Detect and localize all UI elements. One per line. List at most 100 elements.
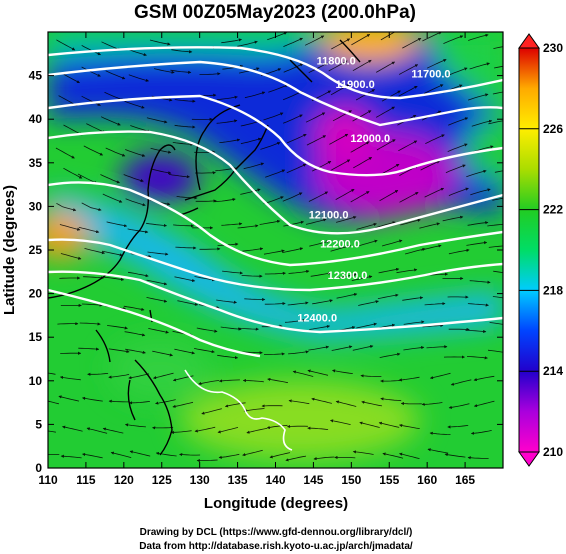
streamline [59, 375, 81, 381]
streamline [105, 70, 126, 80]
streamline [152, 426, 174, 430]
streamline [123, 174, 144, 182]
streamline [242, 247, 264, 252]
streamline [59, 224, 81, 231]
streamline [331, 159, 351, 171]
streamline [305, 112, 326, 123]
streamline [283, 220, 305, 227]
streamline [492, 91, 503, 95]
streamline [84, 248, 106, 255]
streamline [288, 269, 310, 274]
streamline [174, 276, 196, 283]
streamline [81, 396, 103, 402]
streamline [198, 380, 220, 386]
streamline [170, 430, 192, 434]
streamline [402, 296, 424, 301]
streamline [382, 452, 404, 459]
streamline [378, 267, 400, 274]
streamline [48, 372, 56, 375]
streamline [352, 450, 374, 455]
streamline [350, 141, 370, 153]
colorbar-bottom-arrow [518, 451, 540, 467]
y-tick-label: 0 [35, 461, 42, 475]
streamline [402, 37, 422, 49]
streamline [308, 345, 330, 351]
streamline [488, 245, 503, 248]
streamline [378, 421, 400, 428]
streamline [260, 142, 281, 150]
streamline [492, 296, 503, 299]
streamline [396, 268, 418, 274]
streamline [194, 276, 216, 282]
streamline [146, 297, 168, 303]
streamline [127, 271, 149, 278]
streamline [199, 72, 221, 76]
colorbar-top-arrow [518, 33, 540, 49]
contour-label: 11800.0 [317, 55, 356, 67]
streamline [466, 241, 488, 246]
streamline [102, 193, 123, 203]
streamline [127, 228, 149, 234]
streamline [311, 397, 332, 404]
streamline [61, 425, 83, 432]
colorbar-tick-label: 214 [543, 364, 563, 378]
streamline [214, 197, 236, 203]
streamline [468, 33, 489, 41]
streamline [108, 374, 130, 379]
streamline [168, 174, 190, 179]
streamline [125, 348, 146, 354]
streamline [174, 99, 196, 103]
y-tick-label: 25 [29, 243, 43, 257]
streamline [375, 221, 396, 229]
streamline [328, 60, 348, 72]
y-tick-label: 15 [29, 330, 43, 344]
contour-label: 11900.0 [336, 79, 375, 91]
streamline [78, 226, 100, 234]
streamline [331, 345, 353, 351]
streamline [335, 188, 355, 200]
streamline [403, 346, 425, 351]
streamline [283, 63, 304, 73]
streamline [108, 399, 130, 403]
streamline [292, 370, 314, 377]
streamline [102, 427, 124, 434]
y-tick-label: 5 [35, 417, 42, 431]
colorbar-tick-label: 218 [543, 283, 563, 297]
streamline [194, 426, 216, 433]
streamline [447, 67, 468, 76]
streamline [105, 147, 126, 157]
streamline [488, 120, 503, 125]
streamline [219, 138, 241, 143]
streamline [195, 171, 216, 175]
streamline [359, 421, 380, 428]
streamline [146, 117, 168, 124]
streamline [150, 168, 172, 175]
streamline [268, 84, 289, 93]
streamline [103, 276, 125, 281]
streamline [423, 84, 444, 94]
streamline [399, 64, 419, 75]
streamline [174, 124, 196, 129]
streamline [216, 95, 238, 100]
streamline [447, 425, 469, 429]
streamline [334, 455, 356, 460]
streamline [424, 302, 446, 306]
streamline [282, 247, 304, 253]
streamline [376, 139, 396, 151]
streamline [308, 62, 328, 74]
streamline [399, 192, 419, 203]
streamline [286, 424, 308, 429]
streamline [336, 292, 358, 299]
height-contours [48, 46, 503, 358]
streamline [398, 140, 418, 152]
streamline [60, 72, 80, 84]
streamline [429, 372, 451, 380]
streamline [426, 59, 447, 69]
streamline [264, 271, 286, 275]
streamline [57, 322, 79, 326]
streamline [172, 142, 194, 146]
streamline [448, 117, 469, 126]
streamline [264, 301, 286, 306]
x-tick-label: 125 [152, 473, 172, 487]
streamline [81, 95, 101, 106]
